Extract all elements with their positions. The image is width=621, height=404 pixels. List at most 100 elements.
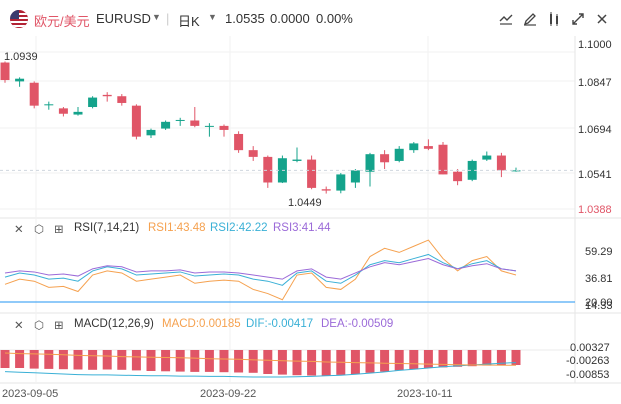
macd-histogram-bar [453, 350, 463, 367]
candle-body [219, 125, 229, 130]
macd-histogram-bar [307, 350, 317, 376]
candle-body [175, 119, 185, 121]
macd-histogram-bar [467, 350, 477, 367]
macd-histogram-bar [15, 350, 25, 368]
macd-histogram-bar [263, 350, 273, 374]
settings-icon[interactable]: ⬡ [34, 224, 45, 236]
candle-body [131, 105, 141, 137]
macd-histogram-bar [350, 350, 360, 374]
candle-body [234, 133, 244, 151]
macd-histogram-bar [409, 350, 419, 370]
macd-histogram-bar [496, 350, 506, 366]
macd-series [0, 350, 521, 378]
price-change-pct: 0.00% [316, 11, 353, 26]
macd-histogram-bar [482, 350, 492, 366]
candle-body [365, 154, 375, 172]
candle-body [380, 154, 390, 163]
candlestick-series [0, 61, 575, 194]
chart-canvas[interactable] [0, 36, 621, 404]
price-axis-label: 1.0541 [578, 169, 612, 181]
candle-body [394, 148, 404, 161]
price-axis-label: 1.0388 [578, 204, 612, 216]
macd-histogram-bar [204, 350, 214, 372]
price-axis-label: 1.1000 [578, 39, 612, 51]
timeframe-selector[interactable]: 日K [178, 14, 200, 29]
candle-body [336, 174, 346, 191]
candle-body [15, 78, 25, 82]
close-icon[interactable] [592, 9, 612, 29]
candle-body [0, 62, 10, 81]
macd-histogram-bar [438, 350, 448, 368]
date-axis-label: 2023-09-05 [2, 388, 59, 400]
macd-histogram-bar [146, 350, 156, 371]
rsi-series [4, 239, 517, 301]
settings-icon[interactable]: ⬡ [34, 320, 45, 332]
macd-histogram-bar [161, 350, 171, 372]
candle-body [146, 129, 156, 136]
dea-value: DEA:-0.00509 [321, 318, 394, 330]
dea-line [4, 352, 516, 366]
price-axis-label: 1.0847 [578, 77, 612, 89]
macd-histogram-bar [0, 350, 10, 368]
price-change: 0.0000 [270, 11, 310, 26]
candle-body [204, 125, 214, 127]
candle-body [44, 104, 54, 106]
collapse-icon[interactable]: ✕ [14, 320, 24, 332]
macd-histogram-bar [131, 350, 141, 371]
tool-icon[interactable] [544, 9, 564, 29]
eu-us-flag-icon [10, 10, 28, 28]
indicator-icon[interactable] [496, 9, 516, 29]
collapse-icon[interactable]: ✕ [14, 224, 24, 236]
high-price-label: 1.0939 [4, 51, 38, 63]
rsi-axis-label: 59.29 [585, 246, 613, 258]
macd-histogram-bar [58, 350, 68, 370]
chevron-down-icon[interactable]: ▼ [152, 12, 161, 22]
add-icon[interactable]: ⊞ [54, 224, 64, 236]
chart-header: 欧元/美元 EURUSD ▼ | 日K ▼ 1.0535 0.0000 0.00… [0, 0, 621, 36]
macd-histogram-bar [88, 350, 98, 370]
macd-histogram-bar [321, 350, 331, 376]
macd-axis-label: -0.00853 [566, 369, 610, 381]
macd-histogram-bar [423, 350, 433, 368]
candle-body [58, 108, 68, 114]
fullscreen-icon[interactable] [568, 9, 588, 29]
macd-histogram-bar [73, 350, 83, 370]
symbol-selector[interactable]: EURUSD [96, 11, 151, 26]
candle-body [453, 171, 463, 182]
macd-histogram-bar [380, 350, 390, 372]
macd-histogram-bar [511, 350, 521, 365]
candle-body [161, 121, 171, 129]
macd-histogram-bar [219, 350, 229, 373]
candle-body [88, 97, 98, 108]
rsi2-value: RSI2:42.22 [210, 222, 268, 234]
macd-histogram-bar [234, 350, 244, 373]
candle-body [423, 146, 433, 149]
low-price-label: 1.0449 [288, 197, 322, 209]
rsi1-value: RSI1:43.48 [148, 222, 206, 234]
rsi-title: RSI(7,14,21) [74, 222, 140, 234]
add-icon[interactable]: ⊞ [54, 320, 64, 332]
macd-title: MACD(12,26,9) [74, 318, 154, 330]
candle-body [482, 155, 492, 160]
chevron-down-icon[interactable]: ▼ [208, 12, 217, 22]
dif-value: DIF:-0.00417 [246, 318, 314, 330]
candle-body [467, 160, 477, 180]
date-axis-label: 2023-10-11 [397, 388, 453, 400]
candle-body [190, 120, 200, 126]
rsi3-line [4, 258, 517, 280]
candle-body [248, 150, 258, 157]
date-axis-label: 2023-09-22 [200, 388, 257, 400]
current-price: 1.0535 [225, 11, 265, 26]
macd-histogram-bar [190, 350, 200, 372]
macd-histogram-bar [277, 350, 287, 375]
candle-body [438, 144, 448, 175]
candle-body [73, 111, 83, 115]
macd-histogram-bar [292, 350, 302, 376]
candle-body [409, 143, 419, 151]
macd-histogram-bar [365, 350, 375, 373]
candle-body [29, 82, 39, 106]
candle-body [321, 189, 331, 191]
rsi3-value: RSI3:41.44 [273, 222, 331, 234]
draw-icon[interactable] [520, 9, 540, 29]
pair-name[interactable]: 欧元/美元 [34, 14, 90, 29]
